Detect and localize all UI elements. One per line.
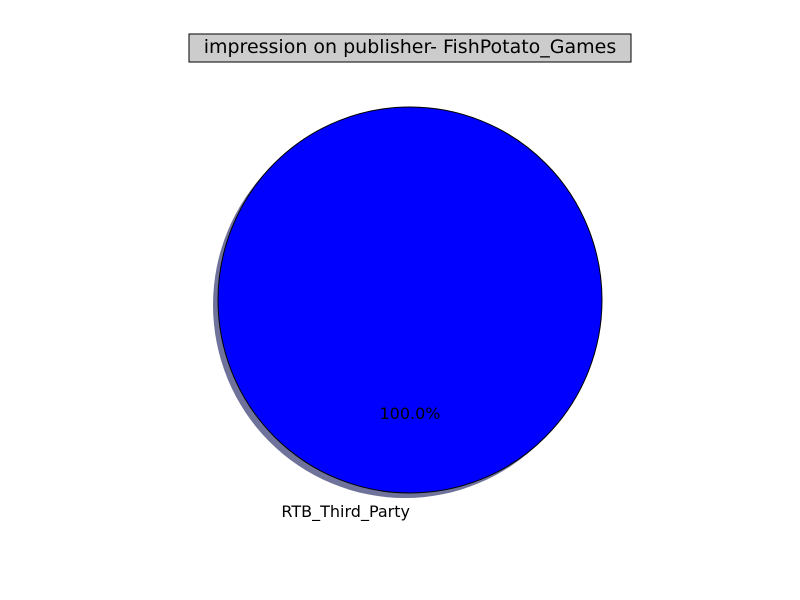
chart-title: impression on publisher- FishPotato_Game…	[204, 36, 617, 58]
pie-slices	[213, 106, 603, 498]
pie-percent-label: 100.0%	[379, 404, 440, 423]
chart-title-box	[188, 33, 632, 63]
pie-category-label: RTB_Third_Party	[281, 502, 410, 522]
pie-slice	[217, 106, 603, 494]
pie-labels: 100.0% RTB_Third_Party	[281, 404, 440, 522]
